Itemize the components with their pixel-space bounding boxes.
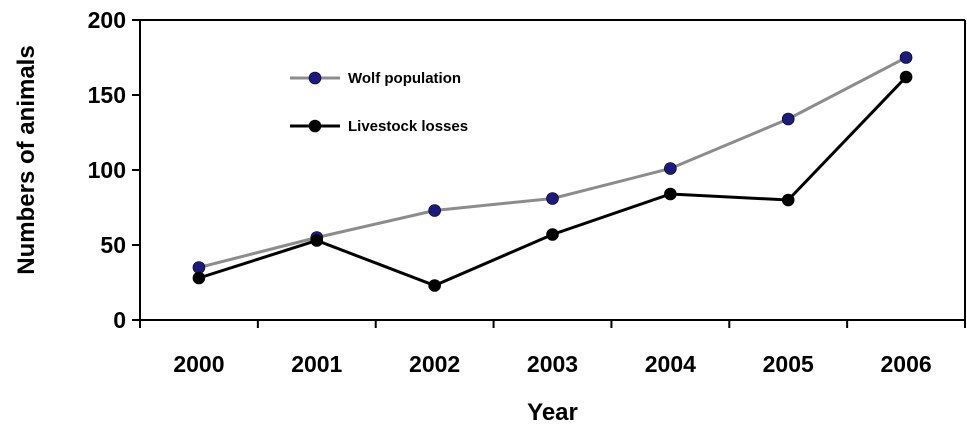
x-tick-label: 2001 (291, 351, 342, 377)
x-tick-label: 2006 (880, 351, 931, 377)
x-axis-title: Year (527, 399, 578, 426)
data-point (428, 204, 441, 217)
x-tick-label: 2002 (409, 351, 460, 377)
data-point (546, 192, 559, 205)
y-tick-label: 50 (100, 232, 126, 258)
x-tick-label: 2000 (173, 351, 224, 377)
series-1 (192, 70, 913, 292)
x-tick-label: 2005 (763, 351, 814, 377)
legend-swatch-marker (308, 119, 322, 133)
data-point (428, 279, 441, 292)
legend-item: Wolf population (290, 70, 461, 87)
legend-item: Livestock losses (290, 118, 468, 135)
series-line (198, 75, 908, 288)
data-point (781, 193, 795, 207)
y-axis-ticks: 0 50 100 150 200 (88, 7, 140, 333)
legend: Wolf population Livestock losses (290, 70, 468, 135)
y-tick-label: 100 (88, 157, 126, 183)
data-point (546, 228, 559, 241)
legend-label: Wolf population (348, 70, 461, 87)
y-tick-label: 0 (113, 307, 126, 333)
data-point (310, 234, 324, 247)
legend-label: Livestock losses (348, 118, 468, 135)
data-point (899, 51, 913, 64)
y-tick-label: 200 (88, 7, 126, 33)
x-axis-ticks: 2000 2001 2002 2003 2004 2005 2006 (139, 320, 966, 377)
legend-swatch-marker (308, 71, 322, 85)
x-tick-label: 2004 (645, 351, 696, 377)
axes (139, 19, 966, 321)
data-point (664, 162, 677, 175)
y-axis-title: Numbers of animals (13, 45, 40, 274)
data-point (192, 271, 206, 285)
x-tick-label: 2003 (527, 351, 578, 377)
series-layer (192, 51, 913, 292)
data-point (781, 112, 795, 126)
data-point (899, 70, 913, 84)
y-tick-label: 150 (88, 82, 126, 108)
data-point (664, 187, 677, 201)
